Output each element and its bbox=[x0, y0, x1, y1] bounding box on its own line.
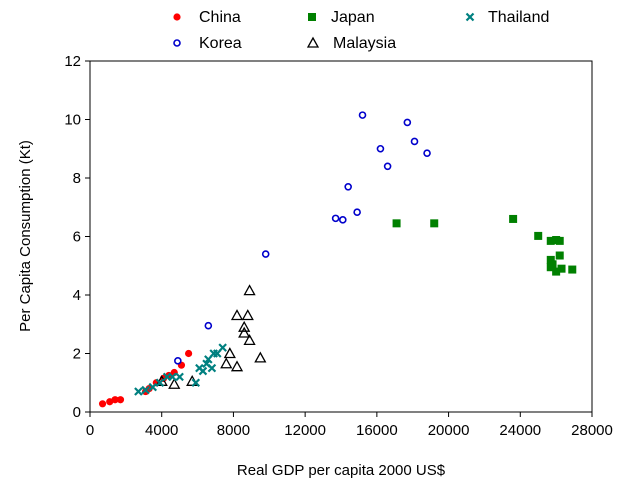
point-malaysia bbox=[241, 309, 254, 321]
legend-marker-korea bbox=[173, 39, 181, 47]
y-tick-label: 6 bbox=[73, 229, 81, 246]
point-japan bbox=[555, 236, 564, 245]
x-tick-label: 12000 bbox=[284, 422, 326, 439]
x-tick-label: 8000 bbox=[217, 422, 250, 439]
point-thailand bbox=[148, 382, 158, 392]
point-malaysia bbox=[243, 333, 256, 345]
point-malaysia bbox=[243, 284, 256, 296]
point-malaysia bbox=[223, 347, 236, 359]
point-japan bbox=[552, 267, 561, 276]
x-tick-label: 24000 bbox=[499, 422, 541, 439]
point-thailand bbox=[155, 378, 165, 388]
point-korea bbox=[353, 208, 361, 217]
point-thailand bbox=[218, 343, 227, 352]
x-tick-label: 4000 bbox=[145, 422, 178, 439]
point-malaysia bbox=[238, 320, 251, 332]
point-japan bbox=[430, 219, 439, 228]
point-japan bbox=[555, 251, 564, 260]
legend-marker-china bbox=[173, 13, 181, 21]
legend-marker-japan bbox=[308, 13, 316, 21]
point-malaysia bbox=[220, 357, 233, 369]
y-tick-label: 0 bbox=[73, 404, 81, 421]
y-tick-label: 8 bbox=[73, 170, 81, 187]
legend-label-japan: Japan bbox=[331, 9, 375, 26]
point-japan bbox=[509, 214, 518, 223]
x-tick-label: 0 bbox=[86, 422, 94, 439]
legend: China Korea Japan Malaysia Thailand bbox=[173, 9, 549, 52]
y-axis-title: Per Capita Consumption (Kt) bbox=[17, 140, 34, 332]
point-thailand bbox=[134, 387, 143, 396]
y-tick-label: 10 bbox=[64, 112, 81, 129]
point-thailand bbox=[141, 385, 150, 395]
plot-frame bbox=[89, 60, 593, 413]
point-korea bbox=[204, 321, 213, 330]
point-china bbox=[185, 349, 193, 358]
x-tick-label: 16000 bbox=[356, 422, 398, 439]
point-korea bbox=[410, 137, 419, 146]
point-japan bbox=[534, 231, 543, 240]
y-tick-label: 4 bbox=[73, 287, 81, 304]
point-japan bbox=[568, 265, 577, 274]
legend-label-china: China bbox=[199, 9, 241, 26]
legend-label-thailand: Thailand bbox=[488, 9, 549, 26]
point-korea bbox=[376, 144, 385, 153]
point-malaysia bbox=[238, 326, 251, 338]
point-korea bbox=[403, 118, 412, 127]
point-korea bbox=[344, 182, 352, 191]
point-korea bbox=[261, 250, 270, 258]
point-korea bbox=[358, 111, 367, 119]
x-axis-title: Real GDP per capita 2000 US$ bbox=[237, 462, 446, 479]
point-thailand bbox=[168, 372, 177, 382]
point-thailand bbox=[198, 366, 208, 376]
point-japan bbox=[557, 264, 566, 273]
y-tick-label: 2 bbox=[73, 346, 81, 363]
axis-ticks: 0 4000 8000 12000 16000 20000 24000 28000 0 2 4 6 8 1… bbox=[64, 53, 613, 439]
point-china bbox=[98, 400, 107, 408]
point-china bbox=[111, 396, 119, 404]
point-japan bbox=[546, 236, 555, 245]
point-malaysia bbox=[230, 309, 244, 321]
point-japan bbox=[546, 263, 555, 272]
point-japan bbox=[392, 219, 401, 228]
point-thailand bbox=[191, 378, 201, 388]
point-korea bbox=[331, 214, 340, 223]
y-axis-title-group: Per Capita Consumption (Kt) bbox=[17, 140, 34, 332]
point-korea bbox=[338, 216, 347, 224]
legend-marker-malaysia bbox=[306, 36, 320, 48]
point-japan bbox=[546, 255, 555, 264]
point-china bbox=[177, 361, 186, 369]
point-malaysia bbox=[168, 377, 181, 389]
point-korea bbox=[423, 149, 431, 157]
x-tick-label: 20000 bbox=[428, 422, 470, 439]
y-tick-label: 12 bbox=[64, 53, 81, 70]
legend-label-korea: Korea bbox=[199, 35, 242, 52]
point-korea bbox=[383, 162, 392, 171]
legend-marker-thailand bbox=[465, 12, 475, 22]
data-points bbox=[98, 111, 577, 408]
point-malaysia bbox=[254, 351, 267, 363]
point-korea bbox=[174, 357, 182, 365]
legend-label-malaysia: Malaysia bbox=[333, 35, 396, 52]
point-thailand bbox=[175, 372, 184, 382]
point-malaysia bbox=[230, 360, 244, 372]
x-tick-label: 28000 bbox=[571, 422, 613, 439]
point-china bbox=[116, 396, 125, 404]
point-thailand bbox=[207, 363, 217, 373]
